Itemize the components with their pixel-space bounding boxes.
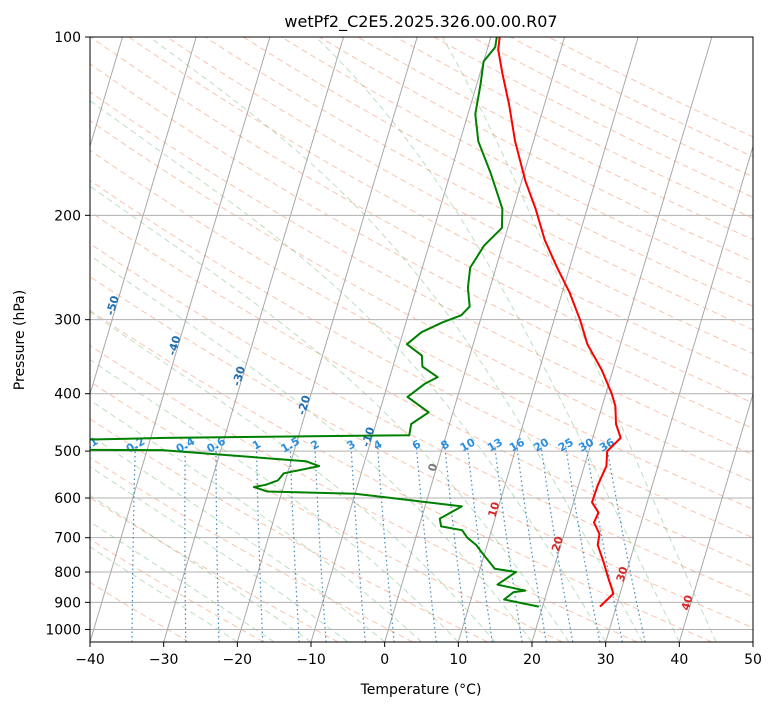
x-tick-label: 50 bbox=[744, 652, 762, 668]
y-tick-label: 700 bbox=[54, 531, 81, 547]
x-tick-label: −40 bbox=[75, 652, 105, 668]
y-axis-title: Pressure (hPa) bbox=[12, 290, 28, 390]
y-tick-label: 100 bbox=[54, 30, 81, 46]
plot-area bbox=[90, 37, 753, 642]
y-axis-ticks: 100 200 300 400 500 600 700 800 900 1000 bbox=[45, 30, 90, 638]
isotherm-label: -70 bbox=[0, 197, 3, 220]
y-tick-label: 1000 bbox=[45, 622, 81, 638]
y-tick-label: 200 bbox=[54, 208, 81, 224]
y-tick-label: 300 bbox=[54, 313, 81, 329]
x-tick-label: −10 bbox=[296, 652, 326, 668]
x-tick-label: −20 bbox=[223, 652, 253, 668]
x-tick-label: −30 bbox=[149, 652, 179, 668]
y-tick-label: 400 bbox=[54, 387, 81, 403]
y-tick-label: 600 bbox=[54, 491, 81, 507]
x-axis-ticks: −40 −30 −20 −10 0 10 20 30 40 50 bbox=[75, 642, 762, 668]
x-tick-label: 10 bbox=[449, 652, 467, 668]
x-tick-label: 40 bbox=[670, 652, 688, 668]
x-axis-title: Temperature (°C) bbox=[360, 682, 482, 698]
x-tick-label: 30 bbox=[597, 652, 615, 668]
y-tick-label: 800 bbox=[54, 565, 81, 581]
isotherm-line bbox=[753, 37, 775, 642]
x-tick-label: 0 bbox=[380, 652, 389, 668]
x-tick-label: 20 bbox=[523, 652, 541, 668]
chart-title: wetPf2_C2E5.2025.326.00.00.R07 bbox=[284, 12, 557, 32]
isotherm-label: -60 bbox=[45, 244, 63, 267]
y-tick-label: 900 bbox=[54, 595, 81, 611]
y-tick-label: 500 bbox=[54, 444, 81, 460]
mixing-ratio-line bbox=[82, 446, 89, 642]
